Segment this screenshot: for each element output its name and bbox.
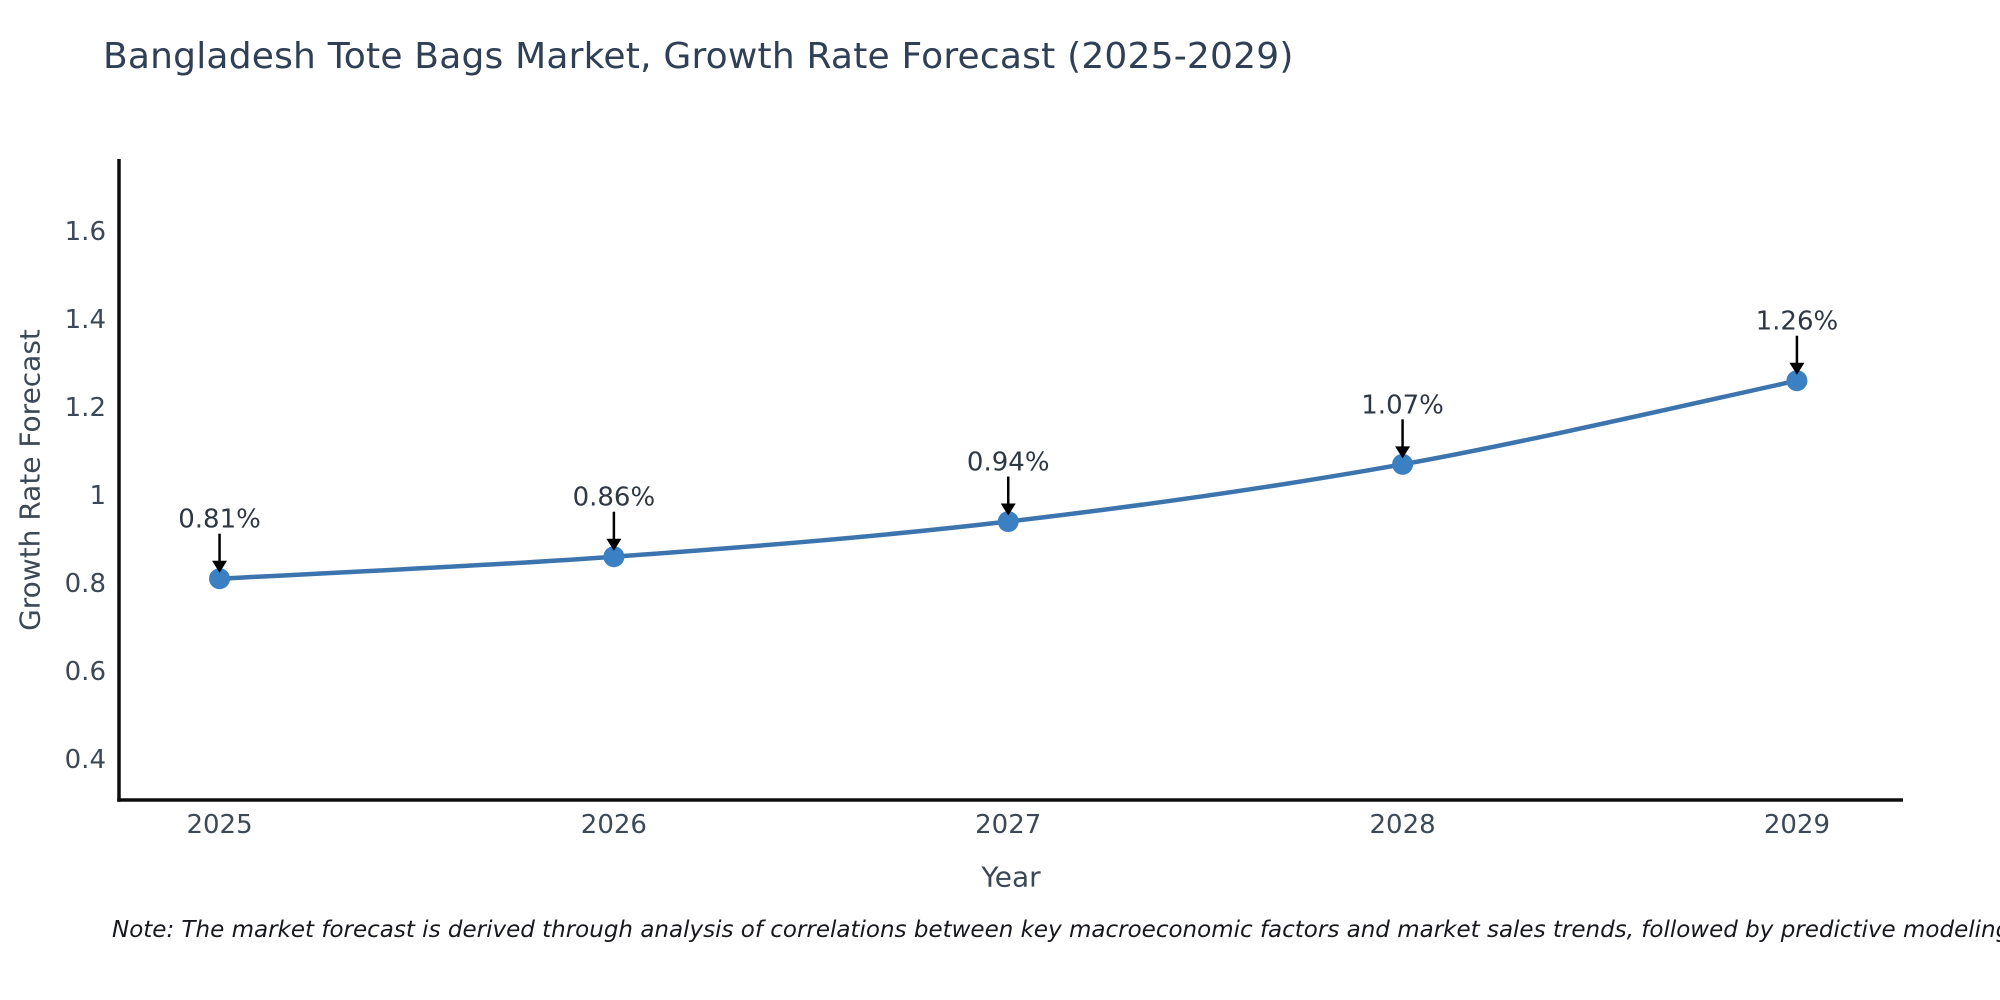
- x-tick-label: 2026: [581, 810, 647, 840]
- y-tick-label: 1: [89, 481, 106, 511]
- data-point-marker: [209, 568, 231, 590]
- annotation-arrow-head: [212, 560, 228, 573]
- annotation-arrow-head: [1000, 503, 1016, 516]
- footnote: Note: The market forecast is derived thr…: [112, 917, 2000, 943]
- x-tick-label: 2028: [1369, 810, 1435, 840]
- y-tick-label: 0.6: [65, 657, 106, 687]
- annotation-label: 1.26%: [1756, 307, 1839, 337]
- chart-title: Bangladesh Tote Bags Market, Growth Rate…: [103, 36, 1294, 77]
- annotation-arrow-head: [606, 538, 622, 551]
- annotation-label: 0.86%: [573, 483, 656, 513]
- y-tick-label: 1.6: [65, 217, 106, 247]
- data-point-marker: [1786, 370, 1808, 392]
- y-tick-label: 0.4: [65, 745, 106, 775]
- y-tick-label: 1.2: [65, 393, 106, 423]
- annotation-label: 0.81%: [178, 505, 261, 535]
- data-point-marker: [1392, 453, 1414, 475]
- data-point-marker: [997, 511, 1019, 533]
- x-tick-label: 2025: [186, 810, 252, 840]
- x-axis-title: Year: [981, 860, 1041, 894]
- annotation-arrow-head: [1789, 362, 1805, 375]
- data-point-marker: [603, 546, 625, 568]
- annotation-arrow-head: [1395, 446, 1411, 459]
- y-axis-title: Growth Rate Forecast: [13, 329, 47, 631]
- y-tick-label: 0.8: [65, 569, 106, 599]
- y-tick-label: 1.4: [65, 305, 106, 335]
- x-tick-label: 2029: [1764, 810, 1830, 840]
- annotation-label: 0.94%: [967, 448, 1050, 478]
- x-tick-label: 2027: [975, 810, 1041, 840]
- annotation-label: 1.07%: [1361, 390, 1444, 420]
